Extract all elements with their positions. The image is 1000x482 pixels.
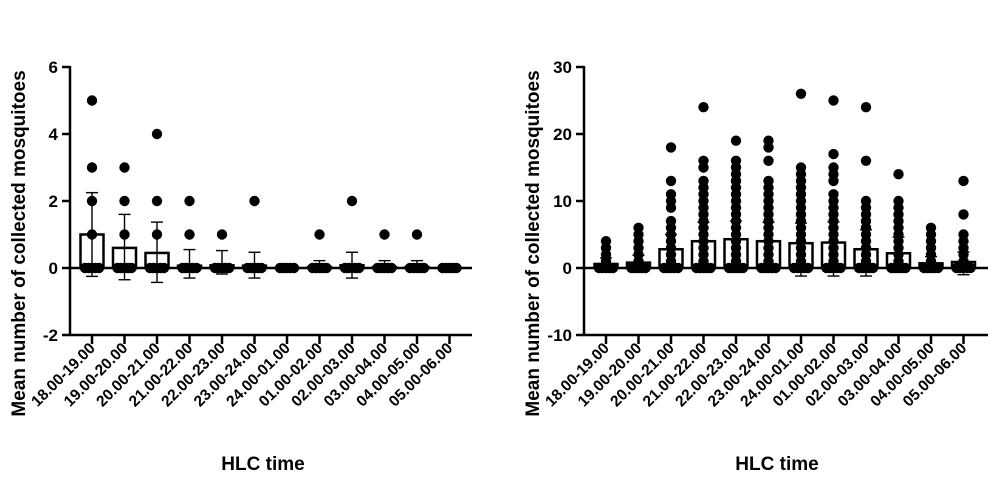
data-point: [698, 155, 709, 166]
data-point: [665, 215, 677, 227]
y-tick-label: 30: [553, 58, 572, 77]
data-point: [93, 262, 105, 274]
data-point: [730, 135, 742, 146]
data-point: [835, 262, 846, 274]
data-point: [288, 262, 300, 274]
data-point: [665, 189, 677, 200]
data-point: [763, 155, 774, 166]
left-panel: -2024618.00-19.0019.00-20.0020.00-21.002…: [9, 58, 472, 475]
data-point: [451, 262, 462, 274]
data-point: [184, 195, 195, 207]
data-point: [958, 209, 969, 220]
data-point: [795, 88, 807, 100]
y-tick-label: -2: [43, 326, 58, 345]
data-point: [353, 262, 365, 274]
data-point: [958, 175, 969, 187]
data-point: [119, 162, 130, 173]
data-point: [633, 222, 644, 233]
data-point: [867, 262, 879, 274]
data-point: [828, 148, 839, 160]
data-point: [698, 175, 709, 187]
y-tick-label: 2: [49, 192, 58, 211]
data-point: [665, 175, 677, 187]
right-panel: -10010203018.00-19.0019.00-20.0020.00-21…: [523, 58, 988, 475]
data-point: [119, 195, 130, 207]
data-point: [802, 262, 814, 274]
data-point: [386, 262, 397, 274]
data-point: [184, 229, 195, 240]
data-point: [418, 262, 430, 274]
data-point: [893, 195, 904, 207]
data-point: [763, 175, 774, 187]
x-axis-title: HLC time: [735, 454, 818, 475]
data-point: [216, 229, 228, 240]
y-tick-label: 0: [49, 259, 58, 278]
data-point: [705, 262, 716, 274]
data-point: [958, 229, 969, 240]
data-point: [860, 155, 872, 166]
data-point: [158, 262, 170, 274]
data-point: [860, 195, 872, 207]
data-point: [860, 102, 872, 113]
data-point: [346, 195, 358, 207]
data-point: [698, 102, 709, 113]
y-tick-label: 10: [553, 192, 572, 211]
data-point: [151, 195, 163, 207]
data-point: [86, 162, 98, 173]
category-group: 05.00-06.00: [386, 262, 463, 410]
y-axis-title: Mean number of collected mosquitoes: [9, 70, 30, 416]
data-point: [151, 128, 163, 140]
data-point: [86, 95, 98, 106]
data-point: [665, 142, 677, 153]
data-point: [600, 236, 612, 247]
data-point: [321, 262, 332, 274]
data-point: [191, 262, 202, 274]
data-point: [223, 262, 235, 274]
y-tick-label: 4: [49, 125, 59, 144]
data-point: [893, 169, 904, 180]
data-point: [126, 262, 137, 274]
data-point: [379, 229, 390, 240]
data-point: [925, 222, 937, 233]
data-point: [828, 162, 839, 173]
data-point: [249, 195, 260, 207]
category-group: 18.00-19.00: [28, 95, 105, 410]
data-point: [411, 229, 423, 240]
data-point: [828, 95, 839, 106]
data-point: [965, 262, 976, 274]
data-point: [256, 262, 267, 274]
data-point: [828, 189, 839, 200]
y-axis-title: Mean number of collected mosquitoes: [523, 70, 544, 416]
data-point: [900, 262, 911, 274]
data-point: [795, 162, 807, 173]
data-point: [730, 155, 742, 166]
y-tick-label: 0: [563, 259, 572, 278]
data-point: [314, 229, 325, 240]
y-tick-label: 20: [553, 125, 572, 144]
data-point: [737, 262, 749, 274]
data-point: [770, 262, 781, 274]
y-tick-label: -10: [547, 326, 572, 345]
data-point: [763, 135, 774, 146]
y-tick-label: 6: [49, 58, 58, 77]
x-axis-title: HLC time: [221, 454, 304, 475]
